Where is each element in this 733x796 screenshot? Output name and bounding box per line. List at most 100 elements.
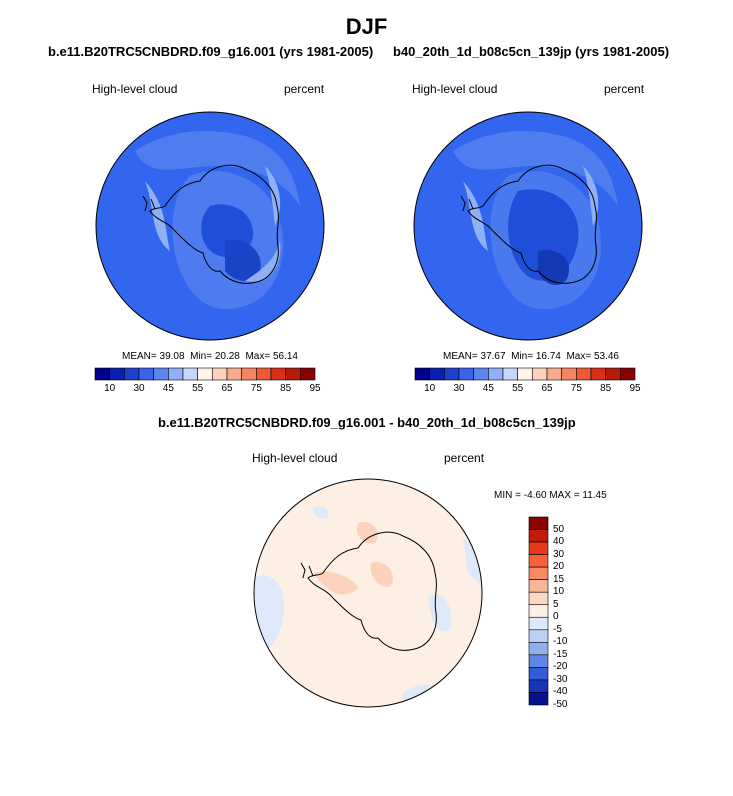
left-colorbar-tick-label: 85 bbox=[280, 383, 292, 394]
diff-map-contour-band bbox=[428, 594, 452, 632]
left-polar-map bbox=[95, 111, 325, 341]
right-colorbar-tick-label: 95 bbox=[629, 383, 641, 394]
right-colorbar bbox=[414, 367, 636, 381]
left-min-value: 20.28 bbox=[214, 351, 240, 362]
diff-colorbar-tick-label: 20 bbox=[553, 561, 565, 573]
left-map-peninsula-coastline bbox=[142, 195, 156, 212]
diff-map-contour-band bbox=[403, 684, 463, 707]
right-colorbar-swatch bbox=[546, 367, 562, 381]
season-title: DJF bbox=[345, 14, 388, 39]
right-colorbar-tick-label: 75 bbox=[570, 383, 582, 394]
diff-colorbar-tick-label: 0 bbox=[553, 611, 559, 623]
diff-colorbar-ticks: 50 40 30 20 15 10 5 0 -5 -10 -15 -20 -30 -40 -50 bbox=[553, 517, 593, 710]
diff-colorbar-tick-label: -40 bbox=[553, 686, 568, 698]
left-mean-label: MEAN= bbox=[122, 351, 157, 362]
diff-colorbar-tick-label: 10 bbox=[553, 586, 565, 598]
diff-colorbar-swatch bbox=[528, 579, 549, 593]
diff-colorbar-swatch bbox=[528, 516, 549, 530]
diff-colorbar-tick-label: 40 bbox=[553, 536, 565, 548]
left-map-boundary bbox=[95, 111, 325, 341]
diff-colorbar-swatch bbox=[528, 541, 549, 555]
right-colorbar-swatch bbox=[576, 367, 592, 381]
diff-colorbar-swatches bbox=[528, 516, 549, 706]
left-map-antarctica-coastline bbox=[149, 164, 279, 284]
left-units-label: percent bbox=[284, 82, 325, 96]
right-colorbar-swatch bbox=[473, 367, 489, 381]
diff-colorbar-tick-label: -10 bbox=[553, 636, 568, 648]
left-colorbar-swatch bbox=[300, 367, 316, 381]
diff-colorbar-swatch bbox=[528, 654, 549, 668]
diff-max-value: 11.45 bbox=[582, 490, 607, 501]
right-colorbar-ticks: 10 30 45 55 65 75 85 95 bbox=[415, 383, 640, 397]
right-map-antarctica-coastline bbox=[467, 164, 597, 284]
diff-map-contour-band bbox=[356, 522, 378, 544]
left-colorbar-tick-label: 55 bbox=[192, 383, 204, 394]
diff-colorbar-swatch bbox=[528, 629, 549, 643]
right-colorbar-swatch bbox=[458, 367, 474, 381]
left-colorbar-ticks: 10 30 45 55 65 75 85 95 bbox=[95, 383, 320, 397]
right-map-peninsula-coastline bbox=[460, 195, 474, 212]
right-colorbar-tick-label: 55 bbox=[512, 383, 524, 394]
diff-map-boundary bbox=[253, 478, 483, 708]
diff-colorbar-swatch bbox=[528, 679, 549, 693]
diff-variable-label: High-level cloud bbox=[252, 451, 338, 465]
left-colorbar-swatch bbox=[226, 367, 242, 381]
diff-colorbar-swatch bbox=[528, 616, 549, 631]
right-max-value: 53.46 bbox=[593, 351, 619, 362]
right-min-label: Min= bbox=[511, 351, 534, 362]
diff-colorbar-tick-label: 5 bbox=[553, 598, 559, 610]
left-variable-label: High-level cloud bbox=[92, 82, 178, 96]
left-colorbar-tick-label: 95 bbox=[309, 383, 321, 394]
diff-max-label: MAX = bbox=[549, 490, 580, 501]
diff-colorbar-swatch bbox=[528, 566, 549, 580]
diff-map-field bbox=[254, 479, 482, 707]
left-map-contour-band bbox=[145, 181, 170, 251]
diff-colorbar-swatch bbox=[528, 604, 549, 618]
left-colorbar-swatch bbox=[212, 367, 228, 381]
left-colorbar-swatch bbox=[124, 367, 140, 381]
right-colorbar-swatch bbox=[414, 367, 430, 381]
right-colorbar-tick-label: 10 bbox=[424, 383, 436, 394]
diff-colorbar-swatch bbox=[528, 642, 549, 656]
left-map-contour-band bbox=[265, 166, 281, 226]
left-colorbar-swatch bbox=[270, 367, 286, 381]
diff-colorbar-swatch bbox=[528, 554, 549, 568]
diff-map-contour-band bbox=[313, 571, 358, 595]
diff-colorbar-tick-label: -20 bbox=[553, 661, 568, 673]
right-variable-label: High-level cloud bbox=[412, 82, 498, 96]
right-colorbar-swatch bbox=[429, 367, 445, 381]
right-units-label: percent bbox=[604, 82, 645, 96]
left-colorbar-swatch bbox=[109, 367, 125, 381]
right-map-contour-band bbox=[538, 249, 569, 286]
left-colorbar-swatch bbox=[153, 367, 169, 381]
right-map-contour-band bbox=[453, 131, 618, 206]
diff-colorbar-swatch bbox=[528, 529, 549, 543]
diff-colorbar-tick-label: 50 bbox=[553, 523, 565, 535]
right-case-title: b40_20th_1d_b08c5cn_139jp (yrs 1981-2005… bbox=[393, 44, 670, 59]
left-colorbar-tick-label: 10 bbox=[104, 383, 116, 394]
right-map-contour-band bbox=[583, 166, 599, 226]
diff-map-antarctica-coastline bbox=[307, 531, 437, 651]
right-min-value: 16.74 bbox=[535, 351, 561, 362]
right-map-boundary bbox=[413, 111, 643, 341]
right-mean-value: 37.67 bbox=[480, 351, 506, 362]
right-colorbar-swatch bbox=[605, 367, 621, 381]
left-mean-value: 39.08 bbox=[159, 351, 185, 362]
left-colorbar-tick-label: 65 bbox=[221, 383, 233, 394]
right-colorbar-tick-label: 65 bbox=[541, 383, 553, 394]
left-colorbar-swatch bbox=[241, 367, 257, 381]
left-min-label: Min= bbox=[190, 351, 213, 362]
diff-map-contour-band bbox=[370, 562, 393, 587]
right-colorbar-swatch bbox=[532, 367, 548, 381]
diff-colorbar-swatch bbox=[528, 667, 549, 681]
right-map-contour-band bbox=[463, 181, 488, 251]
right-colorbar-tick-label: 30 bbox=[453, 383, 465, 394]
diff-min-value: -4.60 bbox=[523, 490, 547, 501]
left-colorbar-swatch bbox=[182, 367, 198, 381]
right-mean-label: MEAN= bbox=[443, 351, 478, 362]
right-colorbar-tick-label: 85 bbox=[600, 383, 612, 394]
left-map-contour-band bbox=[225, 240, 261, 282]
diff-stats: MIN = -4.60 MAX = 11.45 bbox=[494, 490, 607, 501]
right-max-label: Max= bbox=[566, 351, 592, 362]
diff-units-label: percent bbox=[444, 451, 485, 465]
